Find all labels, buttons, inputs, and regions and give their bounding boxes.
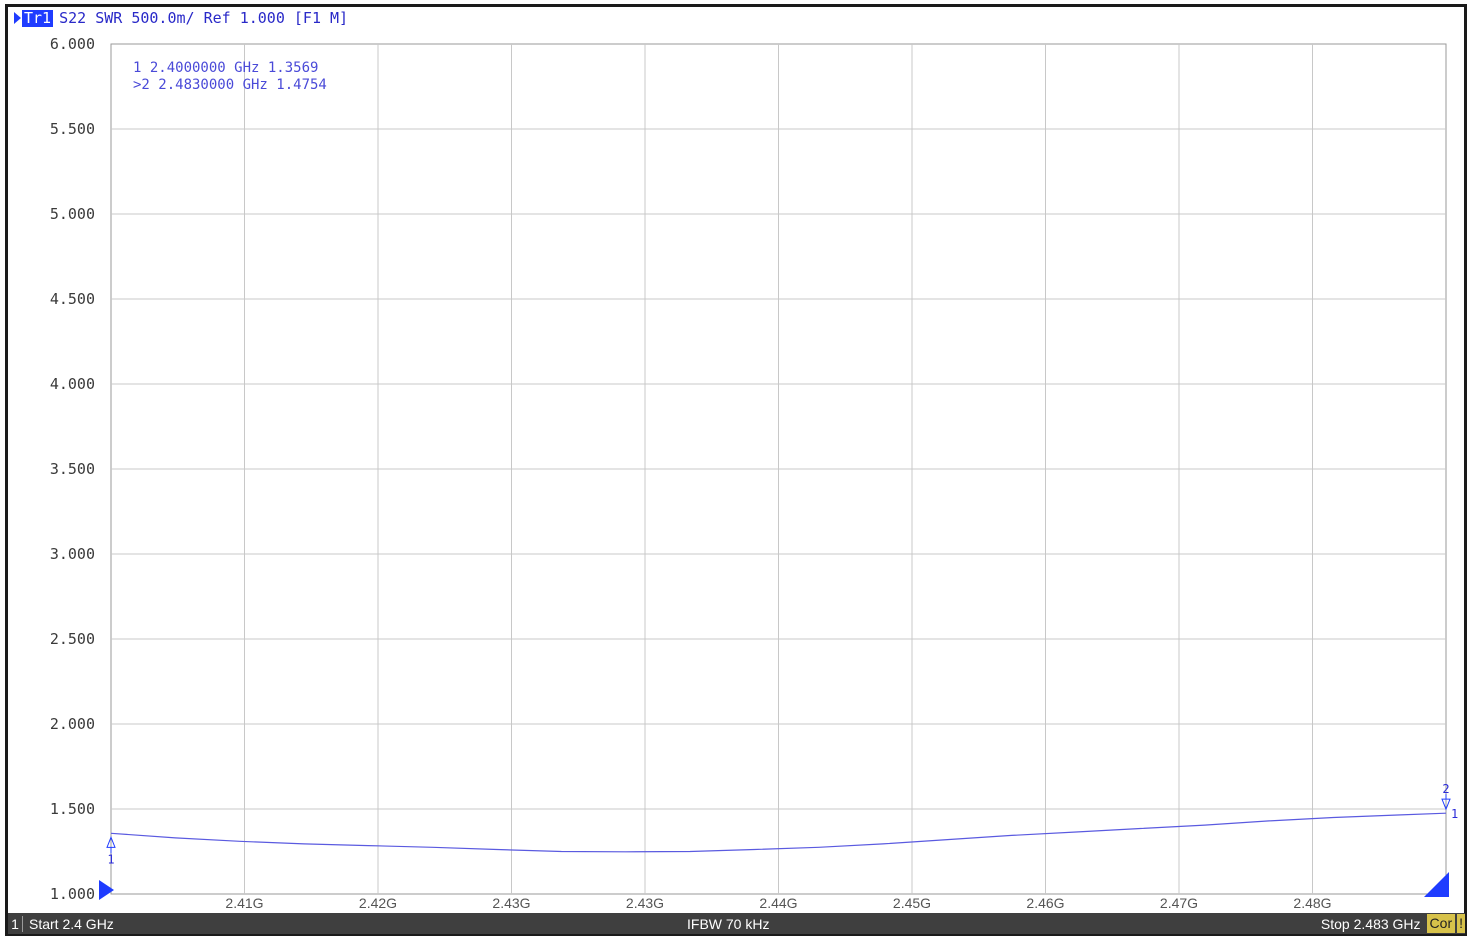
chart-window [5, 4, 1467, 936]
y-tick-label: 3.500 [50, 460, 95, 478]
marker-readout-row[interactable]: 1 2.4000000 GHz 1.3569 [133, 60, 318, 76]
x-tick-label: 2.45G [893, 895, 931, 911]
stop-frequency[interactable]: Stop 2.483 GHz [1320, 915, 1421, 932]
marker-2-icon[interactable] [1441, 798, 1451, 811]
warning-badge[interactable]: ! [1457, 914, 1465, 933]
channel-number[interactable]: 1 [8, 915, 23, 932]
trace-active-arrow-icon [14, 12, 21, 24]
start-frequency[interactable]: Start 2.4 GHz [29, 915, 114, 932]
trace-tag[interactable]: Tr1 [22, 8, 54, 27]
x-tick-label: 2.48G [1293, 895, 1331, 911]
marker-2-label: 2 [1442, 782, 1449, 796]
correction-badge[interactable]: Cor [1426, 914, 1456, 933]
marker-readout-row[interactable]: >2 2.4830000 GHz 1.4754 [133, 77, 327, 93]
y-tick-label: 5.500 [50, 120, 95, 138]
y-tick-label: 4.500 [50, 290, 95, 308]
y-tick-label: 2.000 [50, 715, 95, 733]
y-tick-label: 3.000 [50, 545, 95, 563]
y-tick-label: 5.000 [50, 205, 95, 223]
y-tick-label: 2.500 [50, 630, 95, 648]
marker-1-label: 1 [107, 852, 114, 866]
ifbw-label[interactable]: IFBW 70 kHz [687, 915, 770, 932]
trace-settings-label: S22 SWR 500.0m/ Ref 1.000 [F1 M] [59, 9, 349, 27]
x-tick-label: 2.41G [225, 895, 263, 911]
status-bar: 1 Start 2.4 GHz IFBW 70 kHz Stop 2.483 G… [8, 913, 1465, 934]
x-tick-label: 2.42G [359, 895, 397, 911]
swr-trace-line[interactable] [110, 812, 1447, 853]
x-tick-label: 2.43G [492, 895, 530, 911]
marker-1-right-edge-label: 1 [1451, 807, 1458, 821]
y-tick-label: 1.000 [50, 885, 95, 903]
y-tick-label: 6.000 [50, 35, 95, 53]
trace-header[interactable]: Tr1 S22 SWR 500.0m/ Ref 1.000 [F1 M] [14, 8, 348, 28]
y-tick-label: 1.500 [50, 800, 95, 818]
x-tick-label: 2.44G [759, 895, 797, 911]
y-tick-label: 4.000 [50, 375, 95, 393]
ref-level-left-icon [99, 880, 114, 900]
x-tick-label: 2.47G [1160, 895, 1198, 911]
ref-level-right-icon [1424, 872, 1449, 897]
x-tick-label: 2.46G [1026, 895, 1064, 911]
x-tick-label: 2.43G [626, 895, 664, 911]
